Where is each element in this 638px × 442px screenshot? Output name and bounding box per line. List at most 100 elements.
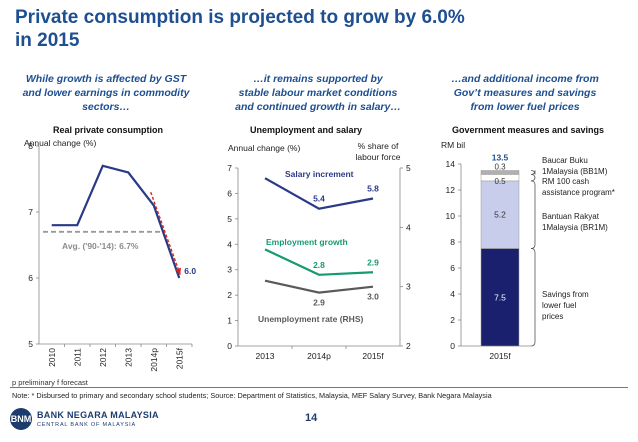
employment-growth-series-label: Employment growth — [266, 237, 348, 247]
logo-subtitle: CENTRAL BANK OF MALAYSIA — [37, 421, 136, 428]
slide-title: Private consumption is projected to grow… — [15, 6, 625, 52]
y-tick-label: 4 — [227, 239, 232, 249]
panel-heading-line: While growth is affected by GST — [25, 73, 187, 85]
footnote: p preliminary f forecast — [12, 378, 88, 387]
y-axis-label: Annual change (%) — [24, 138, 96, 148]
bb1m-segment — [480, 170, 520, 175]
y-tick-label: 3 — [227, 265, 232, 275]
x-tick-label: 2012 — [98, 348, 108, 367]
y-tick-label: 7 — [28, 207, 33, 217]
panel-heading-line: …and additional income from — [451, 73, 599, 85]
unemployment-rate-series-label: Unemployment rate (RHS) — [258, 314, 363, 324]
legend-text: Baucar Buku — [542, 156, 588, 165]
panel-heading-line: and continued growth in salary… — [235, 101, 401, 113]
legend-text: 1Malaysia (BB1M) — [542, 167, 608, 176]
page-number: 14 — [305, 412, 318, 424]
legend-text: Savings from — [542, 290, 589, 299]
x-tick-label: 2011 — [72, 348, 82, 367]
bracket-cash — [530, 174, 536, 182]
y-axis-right-label: % share of — [358, 141, 399, 151]
salary-increment-data-label: 5.4 — [313, 194, 325, 204]
y-tick-label: 10 — [446, 211, 456, 221]
data-label: 6.0 — [184, 266, 196, 276]
total-value-label: 13.5 — [492, 153, 509, 163]
bracket-br1m — [530, 180, 536, 249]
employment-growth-line — [264, 248, 374, 276]
legend-text: assistance program* — [542, 188, 615, 197]
legend-text: prices — [542, 312, 563, 321]
panel-heading-line: Gov’t measures and savings — [453, 87, 597, 99]
salary-increment-series-label: Salary increment — [285, 169, 354, 179]
panel-heading-line: and lower earnings in commodity — [22, 87, 190, 99]
y-tick-label: 8 — [28, 141, 33, 151]
source-note: Note: * Disbursed to primary and seconda… — [12, 391, 492, 400]
consumption-line — [51, 164, 181, 279]
salary-increment-line — [264, 177, 374, 210]
footer-band — [0, 403, 638, 442]
slide-title-line-1: Private consumption is projected to grow… — [15, 7, 465, 28]
y-tick-label: 0 — [450, 341, 455, 351]
segment-value-label: 0.5 — [494, 177, 506, 186]
y-tick-label: 5 — [227, 214, 232, 224]
x-tick-label: 2015f — [174, 347, 184, 369]
x-tick-label: 2010 — [47, 348, 57, 367]
x-tick-label: 2014p — [307, 351, 331, 361]
y-tick-label: 7 — [227, 163, 232, 173]
panel-heading-labour: …it remains supported by stable labour m… — [218, 72, 418, 114]
x-tick-label: 2014p — [149, 348, 159, 372]
trend-arrow-head-icon — [175, 267, 181, 275]
chart-government-measures: RM bil 0 2 4 6 8 10 12 14 2015f 7.5 5.2 0.5 0.313.5 Ba… — [441, 140, 615, 361]
slide-title-line-2: in 2015 — [15, 30, 80, 51]
y-tick-label: 1 — [227, 316, 232, 326]
x-tick-label: 2013 — [123, 348, 133, 367]
legend-text: 1Malaysia (BR1M) — [542, 223, 608, 232]
panel-heading-line: from lower fuel prices — [470, 101, 580, 113]
legend-text: RM 100 cash — [542, 177, 589, 186]
employment-growth-data-label: 2.8 — [313, 260, 325, 270]
panel-heading-government: …and additional income from Gov’t measur… — [425, 72, 625, 114]
chart-title-consumption: Real private consumption — [53, 125, 164, 135]
employment-growth-data-label: 2.9 — [367, 257, 379, 267]
legend-text: lower fuel — [542, 301, 576, 310]
bank-crest-icon: BNM — [10, 408, 32, 430]
bank-logo: BNM BANK NEGARA MALAYSIA CENTRAL BANK OF… — [10, 408, 159, 430]
note-divider — [10, 387, 628, 388]
y-tick-label: 6 — [227, 188, 232, 198]
y-tick-label: 6 — [28, 273, 33, 283]
y-axis-label: Annual change (%) — [228, 143, 300, 153]
y-axis-label: RM bil — [441, 140, 465, 150]
bracket-bb1m — [530, 170, 536, 175]
segment-value-label: 7.5 — [494, 292, 506, 302]
y-tick-label: 0 — [227, 341, 232, 351]
bracket-savings — [530, 248, 536, 347]
savings-fuel-segment — [480, 248, 520, 347]
y-right-tick-label: 3 — [406, 282, 411, 292]
y-tick-label: 12 — [446, 185, 456, 195]
segment-value-label: 0.3 — [494, 163, 506, 172]
y-tick-label: 2 — [450, 315, 455, 325]
average-label: Avg. ('90-'14): 6.7% — [62, 241, 139, 251]
segment-value-label: 5.2 — [494, 210, 506, 220]
legend-text: Bantuan Rakyat — [542, 212, 600, 221]
chart-title-unemployment: Unemployment and salary — [250, 125, 363, 135]
br1m-segment — [480, 180, 520, 249]
panel-heading-line: sectors… — [82, 101, 130, 113]
y-right-tick-label: 2 — [406, 341, 411, 351]
logo-name: BANK NEGARA MALAYSIA — [37, 409, 159, 420]
panel-heading-line: stable labour market conditions — [238, 87, 398, 99]
y-tick-label: 8 — [450, 237, 455, 247]
chart-consumption: Annual change (%) 5 6 7 8 2010 2011 2012 2013 201… — [24, 138, 196, 372]
unemployment-rate-data-label: 2.9 — [313, 298, 325, 308]
unemployment-rate-data-label: 3.0 — [367, 292, 379, 302]
salary-increment-data-label: 5.8 — [367, 184, 379, 194]
panel-heading-line: …it remains supported by — [253, 73, 383, 85]
y-tick-label: 4 — [450, 289, 455, 299]
x-tick-label: 2015f — [362, 351, 384, 361]
y-axis-right-label: labour force — [356, 152, 401, 162]
y-right-tick-label: 4 — [406, 222, 411, 232]
panel-heading-consumption: While growth is affected by GST and lowe… — [6, 72, 206, 114]
unemployment-rate-line — [264, 279, 374, 294]
x-tick-label: 2013 — [256, 351, 275, 361]
chart-title-government: Government measures and savings — [452, 125, 605, 135]
